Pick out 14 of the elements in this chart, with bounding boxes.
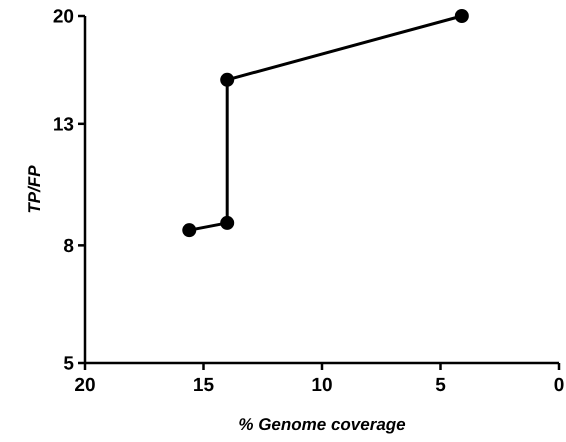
point bbox=[220, 216, 234, 230]
x-tick-label: 0 bbox=[554, 375, 564, 396]
x-tick-label: 10 bbox=[311, 375, 333, 396]
y-tick-label: 20 bbox=[52, 6, 74, 28]
x-axis-title: % Genome coverage bbox=[238, 415, 406, 434]
y-tick-label: 5 bbox=[63, 354, 74, 375]
point bbox=[182, 223, 196, 238]
y-tick-label: 8 bbox=[63, 236, 74, 258]
y-tick-label: 13 bbox=[52, 114, 74, 136]
x-tick-label: 5 bbox=[435, 375, 446, 396]
point bbox=[454, 9, 469, 23]
x-tick-label: 15 bbox=[192, 375, 214, 396]
point bbox=[220, 72, 234, 87]
y-axis-title: TP/FP bbox=[25, 164, 44, 214]
